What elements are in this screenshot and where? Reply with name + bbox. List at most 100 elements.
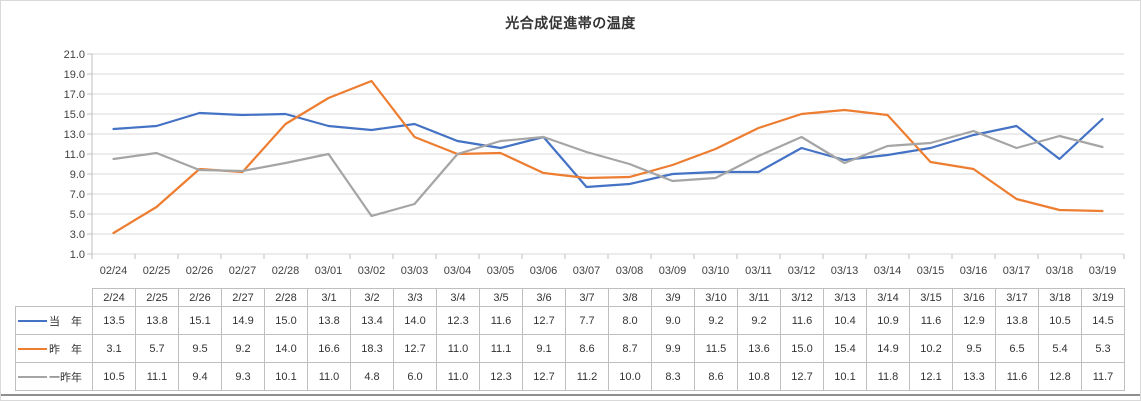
value-cell: 15.4	[823, 334, 867, 363]
value-cell: 11.1	[479, 334, 523, 363]
date-column-header: 3/19	[1081, 288, 1125, 307]
value-cell: 11.2	[565, 362, 609, 391]
x-axis-label: 03/11	[745, 265, 772, 277]
y-axis-label: 5.0	[70, 209, 85, 221]
y-axis-label: 11.0	[64, 149, 85, 161]
value-cell: 8.0	[608, 306, 652, 335]
value-cell: 11.0	[307, 362, 351, 391]
value-cell: 5.4	[1038, 334, 1082, 363]
x-axis-label: 03/10	[702, 265, 730, 277]
value-cell: 12.7	[393, 334, 437, 363]
value-cell: 12.3	[479, 362, 523, 391]
value-cell: 11.6	[909, 306, 953, 335]
value-cell: 8.7	[608, 334, 652, 363]
x-axis-label: 03/16	[960, 265, 988, 277]
value-cell: 12.3	[436, 306, 480, 335]
series-line-1	[112, 79, 1104, 235]
figure-bottom-border	[1, 394, 1140, 396]
value-cell: 6.0	[393, 362, 437, 391]
date-column-header: 3/8	[608, 288, 652, 307]
value-cell: 14.9	[221, 306, 265, 335]
y-axis-label: 19.0	[64, 69, 85, 81]
y-axis-label: 15.0	[64, 109, 85, 121]
y-axis-label: 21.0	[64, 49, 85, 61]
value-cell: 13.4	[350, 306, 394, 335]
date-column-header: 3/18	[1038, 288, 1082, 307]
date-column-header: 3/11	[737, 288, 781, 307]
value-cell: 11.7	[1081, 362, 1125, 391]
legend-cell-1: 昨 年	[15, 334, 93, 363]
value-cell: 10.8	[737, 362, 781, 391]
value-cell: 13.6	[737, 334, 781, 363]
value-cell: 9.9	[651, 334, 695, 363]
value-cell: 10.1	[823, 362, 867, 391]
value-cell: 13.8	[307, 306, 351, 335]
value-cell: 15.0	[780, 334, 824, 363]
date-column-header: 3/5	[479, 288, 523, 307]
value-cell: 10.1	[264, 362, 308, 391]
x-axis-label: 03/05	[487, 265, 515, 277]
value-cell: 14.0	[393, 306, 437, 335]
date-column-header: 2/24	[92, 288, 136, 307]
value-cell: 11.0	[436, 334, 480, 363]
legend-key-line	[18, 375, 47, 378]
date-column-header: 2/27	[221, 288, 265, 307]
value-cell: 8.6	[694, 362, 738, 391]
x-axis-label: 03/09	[659, 265, 687, 277]
y-axis-label: 3.0	[70, 229, 85, 241]
value-cell: 18.3	[350, 334, 394, 363]
table-row: 昨 年 3.1 5.7 9.5 9.2 14.0 16.6 18.3 12.7 11.0 11.1 9…	[15, 334, 1125, 363]
value-cell: 9.2	[694, 306, 738, 335]
table-row: 一昨年 10.5 11.1 9.4 9.3 10.1 11.0 4.8 6.0 11.0 12.3 1…	[15, 362, 1125, 391]
series-name: 昨 年	[49, 343, 82, 356]
value-cell: 11.6	[995, 362, 1039, 391]
value-cell: 12.7	[780, 362, 824, 391]
line-chart: 21.0 19.0 17.0 15.0 13.0 11.0 9.0 7.0 5.0 3.0 1.0 0…	[64, 49, 1125, 277]
value-cell: 11.8	[866, 362, 910, 391]
value-cell: 13.5	[92, 306, 136, 335]
date-column-header: 2/26	[178, 288, 222, 307]
legend-cell-0: 当 年	[15, 306, 93, 335]
value-cell: 5.7	[135, 334, 179, 363]
value-cell: 14.9	[866, 334, 910, 363]
date-column-header: 3/16	[952, 288, 996, 307]
y-axis-label: 7.0	[70, 189, 85, 201]
value-cell: 12.7	[522, 306, 566, 335]
value-cell: 15.1	[178, 306, 222, 335]
legend-key-line	[18, 319, 47, 322]
value-cell: 14.0	[264, 334, 308, 363]
x-axis-label: 03/03	[401, 265, 429, 277]
value-cell: 8.6	[565, 334, 609, 363]
value-cell: 12.1	[909, 362, 953, 391]
date-column-header: 3/10	[694, 288, 738, 307]
value-cell: 11.0	[436, 362, 480, 391]
series-name: 一昨年	[49, 371, 82, 384]
value-cell: 12.7	[522, 362, 566, 391]
value-cell: 9.1	[522, 334, 566, 363]
value-cell: 3.1	[92, 334, 136, 363]
date-column-header: 3/9	[651, 288, 695, 307]
y-axis-label: 9.0	[70, 169, 85, 181]
value-cell: 6.5	[995, 334, 1039, 363]
value-cell: 10.2	[909, 334, 953, 363]
x-axis-label: 03/15	[917, 265, 945, 277]
value-cell: 9.4	[178, 362, 222, 391]
x-axis-label: 02/26	[186, 265, 214, 277]
value-cell: 9.5	[178, 334, 222, 363]
date-column-header: 3/17	[995, 288, 1039, 307]
x-axis-label: 03/08	[616, 265, 644, 277]
series-name: 当 年	[49, 315, 82, 328]
x-axis-label: 03/02	[358, 265, 386, 277]
legend-key-line	[18, 347, 47, 350]
table-row: 当 年 13.5 13.8 15.1 14.9 15.0 13.8 13.4 14.0 12.3 1…	[15, 306, 1125, 335]
date-column-header: 3/1	[307, 288, 351, 307]
value-cell: 11.6	[780, 306, 824, 335]
data-table: 2/24 2/25 2/26 2/27 2/28 3/1 3/2 3/3 3/4 3/5 3/6 3/…	[15, 288, 1125, 391]
value-cell: 13.8	[995, 306, 1039, 335]
x-axis-label: 03/14	[874, 265, 902, 277]
x-axis-label: 03/19	[1089, 265, 1117, 277]
value-cell: 7.7	[565, 306, 609, 335]
value-cell: 11.5	[694, 334, 738, 363]
x-axis-label: 03/06	[530, 265, 558, 277]
